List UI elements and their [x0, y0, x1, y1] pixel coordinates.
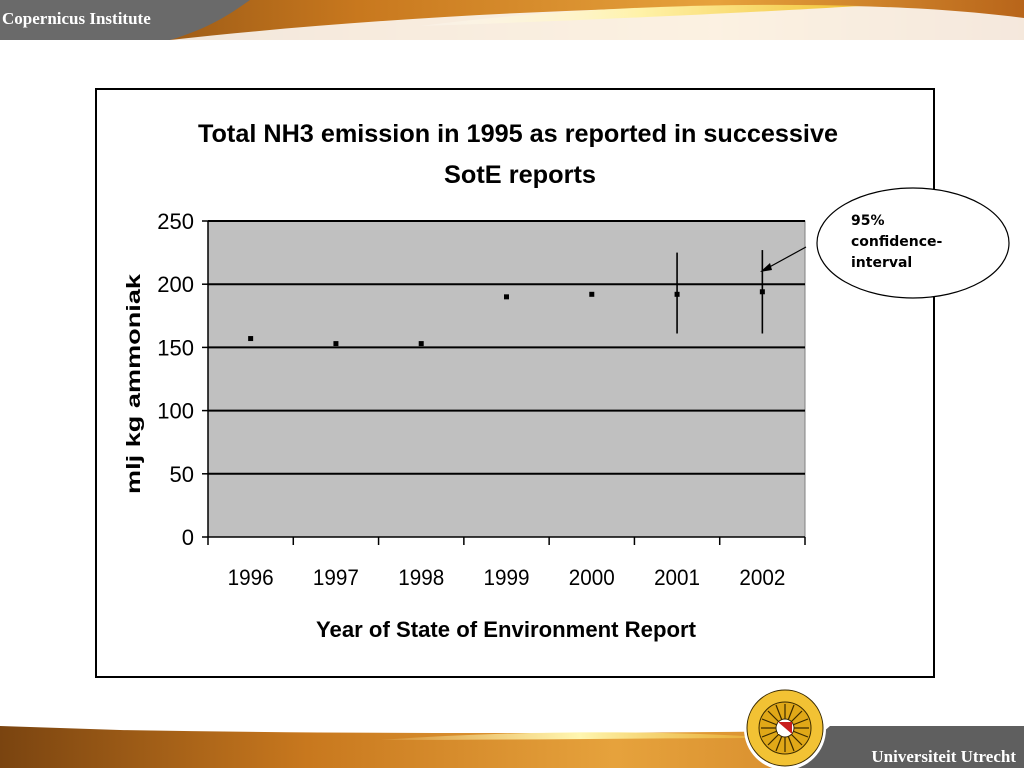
callout-line-2: confidence-: [851, 234, 943, 250]
callout-arrow: [763, 246, 807, 271]
data-point-1998: [418, 341, 424, 347]
callout-arrowhead: [760, 263, 772, 272]
x-axis-label: Year of State of Environment Report: [316, 617, 697, 642]
x-tick-label-2002: 2002: [739, 565, 785, 590]
data-point-1997: [333, 341, 339, 347]
data-point-2000: [589, 291, 595, 297]
y-tick-label-50: 50: [170, 462, 194, 487]
x-tick-label-1998: 1998: [398, 565, 444, 590]
x-tick-label-2001: 2001: [654, 565, 700, 590]
data-point-2002: [759, 289, 765, 295]
x-tick-label-1996: 1996: [228, 565, 274, 590]
data-point-1996: [248, 336, 254, 342]
y-tick-label-250: 250: [157, 209, 194, 234]
plot-area: [207, 220, 806, 538]
callout-line-1: 95%: [851, 213, 885, 229]
y-axis-label: mlj kg ammoniak: [124, 273, 145, 494]
y-tick-label-100: 100: [157, 399, 194, 424]
callout-line-3: interval: [851, 255, 912, 271]
callout-ellipse: [816, 187, 1010, 299]
university-name: Universiteit Utrecht: [871, 747, 1016, 766]
top-banner: [0, 0, 1024, 40]
data-point-1999: [504, 294, 509, 300]
y-tick-label-200: 200: [157, 272, 194, 297]
chart-title-line-1: Total NH3 emission in 1995 as reported i…: [198, 120, 838, 148]
chart-title-line-2: SotE reports: [444, 161, 596, 189]
x-tick-label-1997: 1997: [313, 565, 359, 590]
x-tick-label-2000: 2000: [569, 565, 615, 590]
y-tick-label-0: 0: [182, 525, 194, 550]
institute-name: Copernicus Institute: [2, 9, 151, 28]
x-tick-label-1999: 1999: [484, 565, 530, 590]
bottom-banner: [0, 726, 1024, 768]
y-tick-label-150: 150: [157, 335, 194, 360]
data-point-2001: [674, 291, 680, 297]
university-seal-icon: [744, 688, 826, 768]
